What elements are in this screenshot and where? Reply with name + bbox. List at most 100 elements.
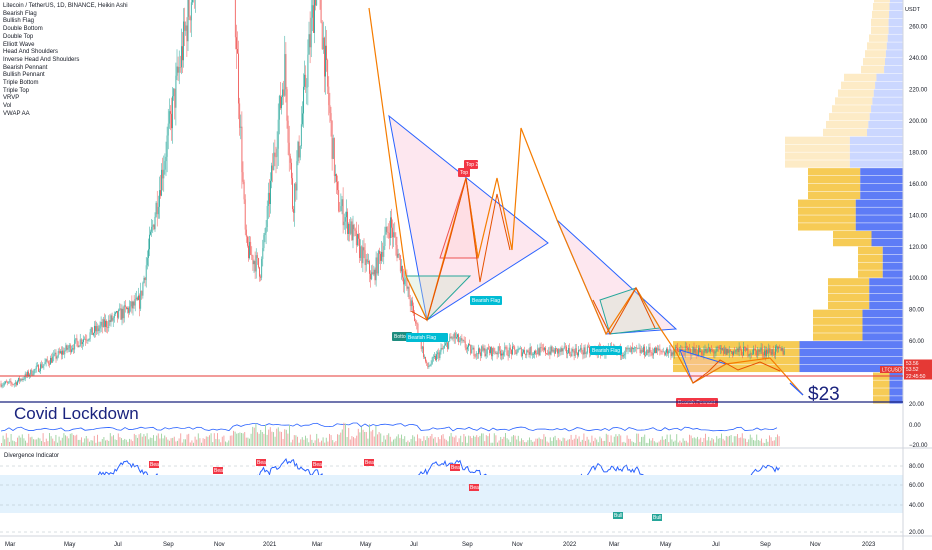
vrvp-row [808,183,861,192]
candle-body [263,235,265,249]
indicator-item[interactable]: VWAP AA [3,110,30,117]
volume-bar [378,432,380,446]
candle-body [299,145,301,158]
volume-bar [356,435,358,446]
vrvp-row [858,246,883,255]
candle-body [314,0,315,33]
volume-bar [170,438,172,446]
vrvp-row [849,160,903,168]
indicator-item[interactable]: Triple Bottom [3,80,39,87]
candle-body [450,336,452,339]
volume-bar [249,438,250,446]
indicator-item[interactable]: Bullish Flag [3,18,35,25]
volume-bar [159,438,161,446]
candle-body [122,308,124,319]
volume-bar [773,440,775,446]
volume-bar [145,436,146,446]
volume-bar [402,438,404,446]
volume-bar [231,435,233,446]
indicator-item[interactable]: Bearish Flag [3,10,37,17]
candle-body [110,315,112,323]
pattern-label [464,160,478,169]
volume-bar [420,438,422,446]
indicator-item[interactable]: Vol [3,103,12,110]
indicator-item[interactable]: VRVP [3,95,20,102]
candle-body [501,353,502,356]
candle-body [192,0,193,3]
candle-body [408,287,410,299]
vrvp-row [882,246,903,255]
wave-path [692,359,781,384]
volume-bar [476,435,478,446]
candle-body [76,338,78,342]
candle-body [176,66,178,76]
indicator-item[interactable]: Head And Shoulders [3,49,59,56]
volume-bar [513,435,514,446]
volume-bar [724,440,726,446]
volume-bar [500,436,502,446]
price-tick-label: 180.00 [909,150,928,156]
candle-body [487,347,489,350]
volume-bar [359,432,361,446]
volume-bar [673,441,674,446]
volume-bar [399,438,401,446]
candle-body [22,378,24,380]
rsi-tag-text: Bear [365,460,376,466]
volume-bar [348,427,350,446]
time-tick-label: Mar [609,542,619,548]
candle-body [237,49,238,54]
volume-bar [28,433,30,446]
candle-body [112,317,114,321]
volume-bar [186,434,188,446]
indicator-item[interactable]: Double Bottom [3,26,43,33]
volume-bar [101,439,103,446]
volume-bar [543,434,545,446]
volume-bar [735,436,737,446]
volume-bar [583,433,585,446]
candle-body [234,0,236,38]
candle-body [69,344,71,353]
candle-body [50,357,51,365]
candle-body [413,305,414,313]
candle-body [550,346,552,355]
candle-body [669,349,671,351]
symbol-title[interactable]: Litecoin / TetherUS, 1D, BINANCE, Heikin… [3,3,128,9]
volume-bar [612,442,614,446]
indicator-item[interactable]: Triple Top [3,87,30,94]
candle-body [497,346,499,355]
indicator-item[interactable]: Double Top [3,33,34,40]
candle-body [152,224,154,227]
candle-body [140,290,142,309]
volume-bar [316,433,318,446]
candle-body [374,269,376,281]
volume-bar [241,432,242,446]
indicator-item[interactable]: Elliott Wave [3,41,35,48]
indicator-item[interactable]: Inverse Head And Shoulders [3,56,80,63]
candle-body [130,301,132,307]
volume-bar [388,433,390,446]
volume-bar [580,441,582,446]
volume-bar [655,442,657,446]
indicator-item[interactable]: Bullish Pennant [3,72,45,79]
candle-body [666,348,667,353]
candle-body [714,352,716,354]
volume-bar [777,434,778,446]
candle-body [63,350,65,355]
volume-bar [575,434,577,446]
candle-body [524,350,525,354]
candle-body [640,349,642,354]
candle-body [155,202,157,217]
volume-bar [602,441,604,446]
candle-body [694,348,696,353]
volume-bar [461,442,463,446]
candle-body [278,95,280,120]
volume-bar [565,440,567,446]
candle-body [91,327,93,335]
indicator-item[interactable]: Bearish Pennant [3,64,48,71]
volume-bar [100,441,102,446]
candle-body [449,336,451,342]
volume-bar [346,437,348,446]
candle-body [390,217,391,238]
candle-body [434,356,435,358]
candle-body [154,216,156,230]
